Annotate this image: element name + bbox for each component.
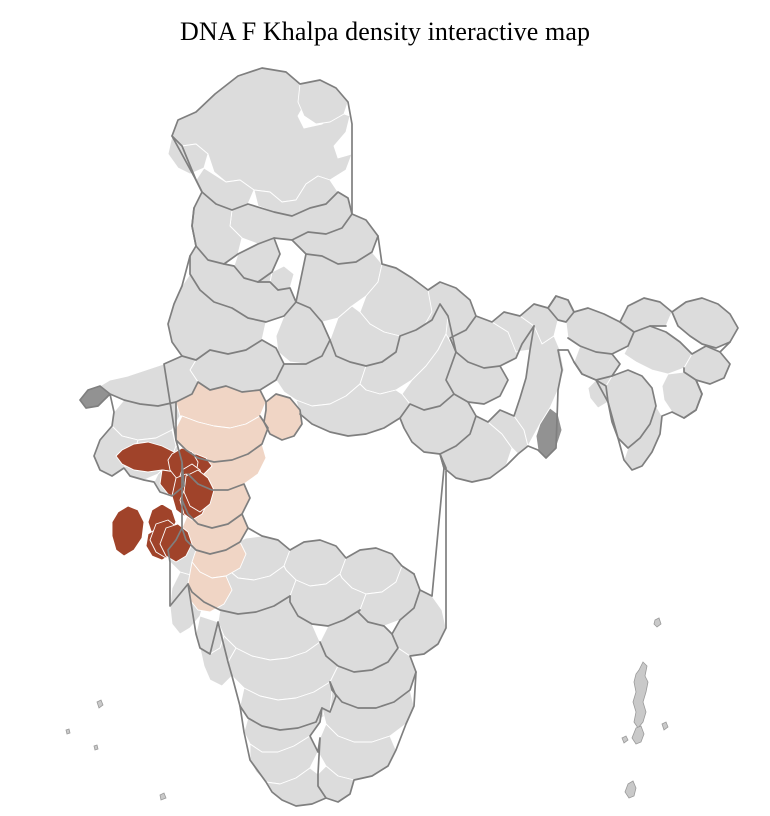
island-andaman-middle[interactable] — [632, 661, 649, 729]
border-odisha-andhra — [413, 453, 445, 597]
border-ne-tripura-mizoram — [595, 369, 657, 449]
border-mah-mp-east — [247, 527, 415, 575]
border-rajasthan — [189, 255, 297, 323]
border-gujarat-mp — [259, 389, 303, 441]
border-ne-nagaland — [683, 367, 703, 419]
district-highlight-high-saurashtra[interactable] — [111, 505, 145, 557]
page-title: DNA F Khalpa density interactive map — [179, 17, 591, 46]
border-ne-arunachal — [619, 311, 731, 349]
district-layer-highlight[interactable] — [111, 381, 303, 613]
island-lakshadweep-far[interactable] — [159, 792, 167, 801]
india-choropleth-map[interactable] — [0, 50, 770, 816]
border-kerala-tn — [309, 707, 327, 799]
border-karnataka-ap — [319, 633, 399, 673]
border-gujarat-south — [181, 473, 251, 529]
border-bihar-jharkhand — [445, 351, 509, 405]
island-layer[interactable] — [65, 617, 669, 816]
map-svg[interactable] — [0, 50, 770, 816]
border-himachal-punjab — [191, 207, 353, 265]
island-lakshadweep-mid[interactable] — [65, 728, 71, 735]
border-wb-jharkhand — [467, 325, 535, 423]
border-haryana-up — [257, 253, 307, 303]
island-andaman-north[interactable] — [653, 617, 662, 628]
border-ne-assam — [567, 325, 721, 355]
border-kerala-karnataka — [239, 681, 337, 731]
border-up-bihar — [449, 315, 535, 369]
border-gujarat-mah — [175, 415, 269, 463]
border-jk-state — [171, 135, 353, 217]
island-lakshadweep-north[interactable] — [96, 699, 104, 709]
island-nicobar-north[interactable] — [624, 780, 637, 799]
island-andaman-west-dot[interactable] — [621, 735, 629, 744]
border-mp-south — [299, 393, 455, 437]
island-lakshadweep-south[interactable] — [93, 744, 99, 751]
border-gujarat-state — [175, 363, 285, 403]
border-chhattisgarh — [399, 415, 477, 455]
border-mah-karnataka — [187, 583, 291, 615]
border-sikkim — [547, 295, 575, 323]
island-andaman-east-dot[interactable] — [661, 721, 669, 731]
border-up-mp — [329, 303, 457, 367]
border-telangana — [289, 589, 421, 635]
border-ne-meghalaya — [573, 353, 621, 381]
border-mp-mah — [181, 513, 249, 555]
island-andaman-south[interactable] — [631, 725, 645, 745]
border-rajasthan-south — [181, 301, 331, 365]
state-border-layer — [79, 67, 739, 807]
district-highlight-high-mp-dhar[interactable] — [183, 469, 215, 513]
